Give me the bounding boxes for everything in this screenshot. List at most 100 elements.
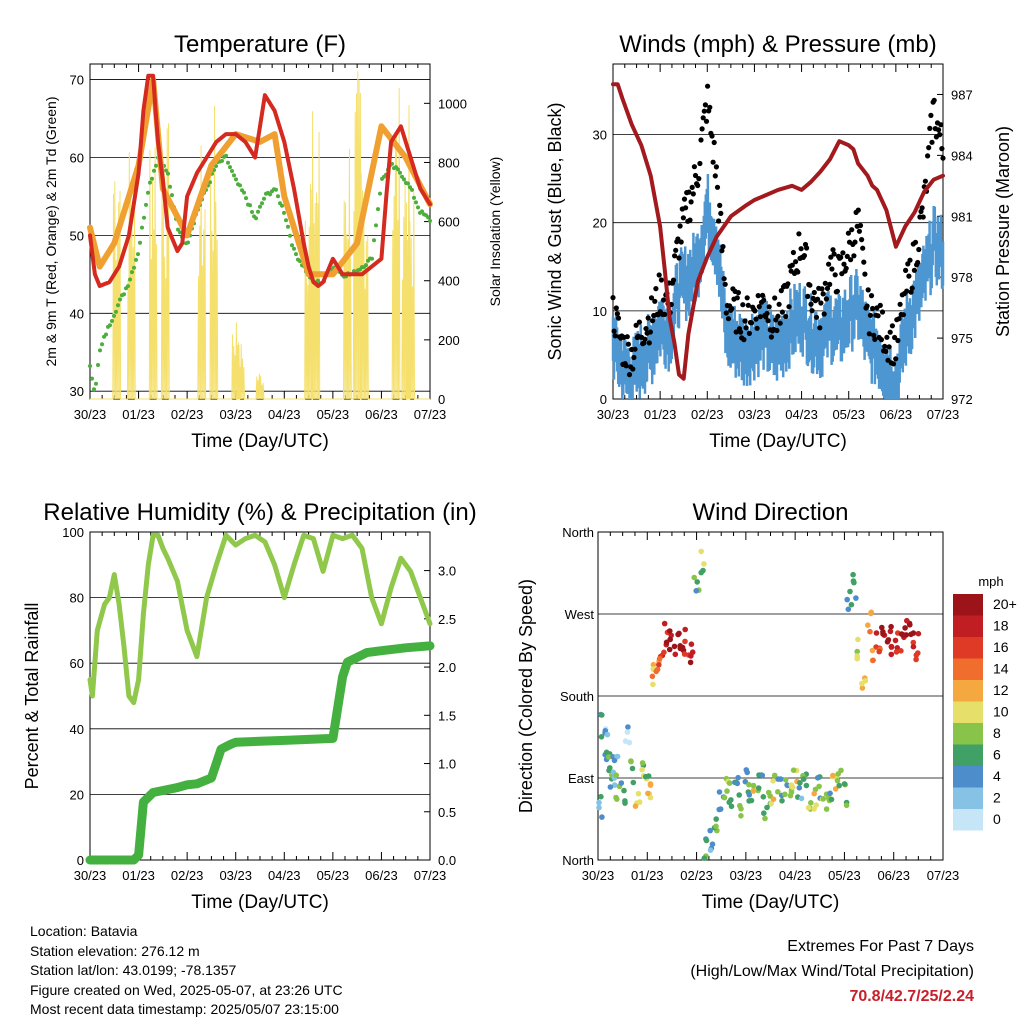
gust-point <box>778 288 784 294</box>
gust-point <box>777 320 783 326</box>
dewpoint-point <box>378 191 382 196</box>
direction-point <box>865 622 871 628</box>
dewpoint-point <box>90 376 94 381</box>
direction-point <box>645 790 651 797</box>
gust-point <box>900 312 907 318</box>
gust-point <box>801 253 808 259</box>
direction-point <box>876 648 882 655</box>
x-tick-label: 30/23 <box>74 407 107 422</box>
direction-point <box>698 548 704 555</box>
gust-point <box>716 218 722 224</box>
gust-point <box>733 329 739 335</box>
legend-label: 16 <box>993 639 1009 655</box>
dewpoint-point <box>374 223 378 228</box>
x-tick-label: 05/23 <box>317 407 350 422</box>
direction-point <box>782 777 789 783</box>
direction-point <box>771 772 778 779</box>
gust-point <box>746 330 753 336</box>
gust-point <box>743 325 749 331</box>
y2-tick-label: 3.0 <box>438 564 456 579</box>
gust-point <box>927 125 933 131</box>
gust-point <box>845 230 852 236</box>
direction-point <box>854 648 860 655</box>
direction-point <box>611 782 618 788</box>
gust-point <box>818 300 824 306</box>
direction-point <box>870 657 876 664</box>
direction-point <box>628 758 634 764</box>
direction-point <box>734 780 741 787</box>
gust-point <box>692 172 699 179</box>
direction-point <box>789 784 796 790</box>
gust-point <box>807 282 813 288</box>
dewpoint-point <box>138 240 142 245</box>
gust-point <box>681 196 688 202</box>
extremes-values: 70.8/42.7/25/2.24 <box>849 988 974 1005</box>
direction-point <box>647 782 654 788</box>
x-axis-label: Time (Day/UTC) <box>191 431 329 452</box>
dewpoint-point <box>280 203 284 208</box>
direction-point <box>599 814 605 820</box>
extremes-title: Extremes For Past 7 Days <box>787 938 974 955</box>
y-tick-label: 80 <box>70 591 84 606</box>
gust-point <box>718 210 724 216</box>
y2-axis-label: Solar Insolation (Yellow) <box>487 157 503 307</box>
gust-point <box>614 311 621 317</box>
direction-point <box>701 855 708 861</box>
gust-point <box>843 265 849 271</box>
gust-point <box>760 292 766 298</box>
dewpoint-point <box>256 209 260 214</box>
gust-point <box>855 207 861 213</box>
dewpoint-point <box>284 218 288 223</box>
x-tick-label: 04/23 <box>268 868 301 883</box>
direction-point <box>746 792 753 798</box>
direction-point <box>694 579 700 585</box>
dewpoint-point <box>136 252 140 257</box>
direction-point <box>737 802 743 809</box>
x-tick-label: 05/23 <box>832 407 865 422</box>
direction-point <box>762 815 768 822</box>
gust-point <box>895 337 901 344</box>
y2-tick-label: 972 <box>951 392 973 407</box>
gust-point <box>725 316 732 322</box>
dewpoint-point <box>110 319 114 323</box>
temperature-panel: Temperature (F) Time (Day/UTC) 30/23 01/23 0… <box>43 31 503 452</box>
gust-point <box>696 176 702 182</box>
direction-point <box>639 766 645 773</box>
extremes-block: Extremes For Past 7 Days (High/Low/Max W… <box>690 934 974 1009</box>
dewpoint-point <box>122 292 126 297</box>
gust-point <box>672 253 678 259</box>
gust-point <box>938 122 944 128</box>
dewpoint-point <box>226 160 230 165</box>
dewpoint-point <box>96 363 100 367</box>
dewpoint-point <box>116 303 120 308</box>
direction-point <box>630 779 637 786</box>
gust-point <box>830 247 836 253</box>
dewpoint-point <box>398 170 402 175</box>
direction-point <box>834 777 841 784</box>
gust-point <box>783 313 789 320</box>
gust-point <box>912 239 919 245</box>
y-tick-label: 40 <box>70 306 84 321</box>
direction-point <box>803 782 810 789</box>
gust-point <box>697 160 703 167</box>
direction-point <box>713 823 719 830</box>
direction-point <box>700 567 706 574</box>
direction-point <box>626 739 633 746</box>
direction-point <box>854 653 860 659</box>
gust-point <box>723 310 729 316</box>
legend-label: 10 <box>993 704 1009 720</box>
gust-point <box>823 296 830 302</box>
recent-data-timestamp: Most recent data timestamp: 2025/05/07 2… <box>30 1001 339 1018</box>
gust-point <box>738 329 744 335</box>
direction-point <box>775 789 781 795</box>
x-tick-label: 03/23 <box>738 407 771 422</box>
gust-point <box>643 326 649 332</box>
dewpoint-point <box>230 169 234 173</box>
legend-label: 20+ <box>993 596 1017 612</box>
gust-point <box>625 341 632 347</box>
direction-point <box>598 793 604 800</box>
gust-point <box>928 112 934 118</box>
legend-label: 2 <box>993 790 1001 806</box>
dewpoint-point <box>416 205 420 210</box>
gust-point <box>907 257 913 263</box>
